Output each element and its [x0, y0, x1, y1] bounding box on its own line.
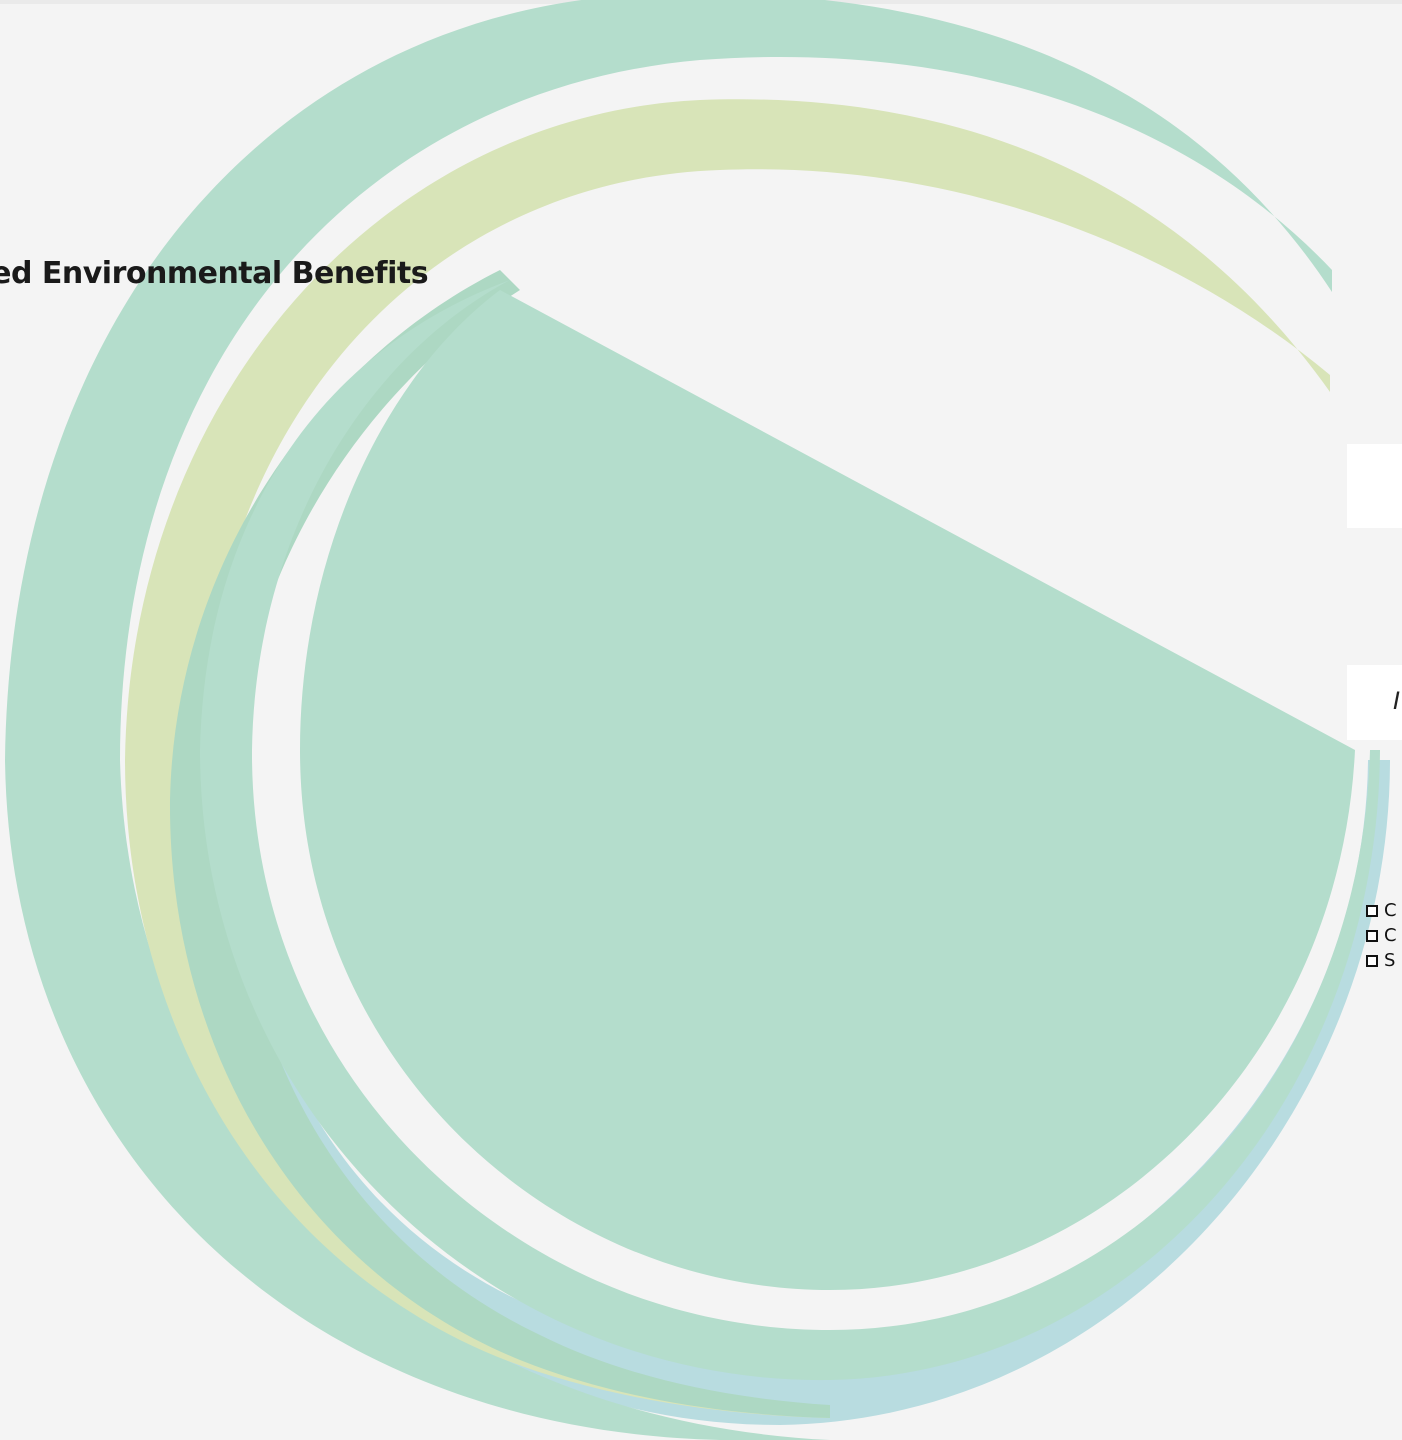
slide-title: cted Environmental Benefits — [0, 256, 429, 291]
white-panel-top — [1347, 444, 1402, 528]
inner-teal-swirl — [200, 280, 1380, 1381]
checkbox-icon — [1366, 954, 1378, 967]
white-panel-bottom: I — [1347, 665, 1402, 740]
checklist-item-label: C — [1384, 925, 1397, 946]
checkbox-icon — [1366, 929, 1378, 942]
checklist-item-label: C — [1384, 900, 1397, 921]
panel-text: I — [1393, 687, 1401, 715]
checklist-item: C — [1366, 923, 1402, 948]
checkbox-icon — [1366, 904, 1378, 917]
checklist-item-label: S — [1384, 950, 1396, 971]
checklist-item: C — [1366, 898, 1402, 923]
checklist-item: S — [1366, 948, 1402, 973]
checklist: C C S — [1366, 898, 1402, 973]
